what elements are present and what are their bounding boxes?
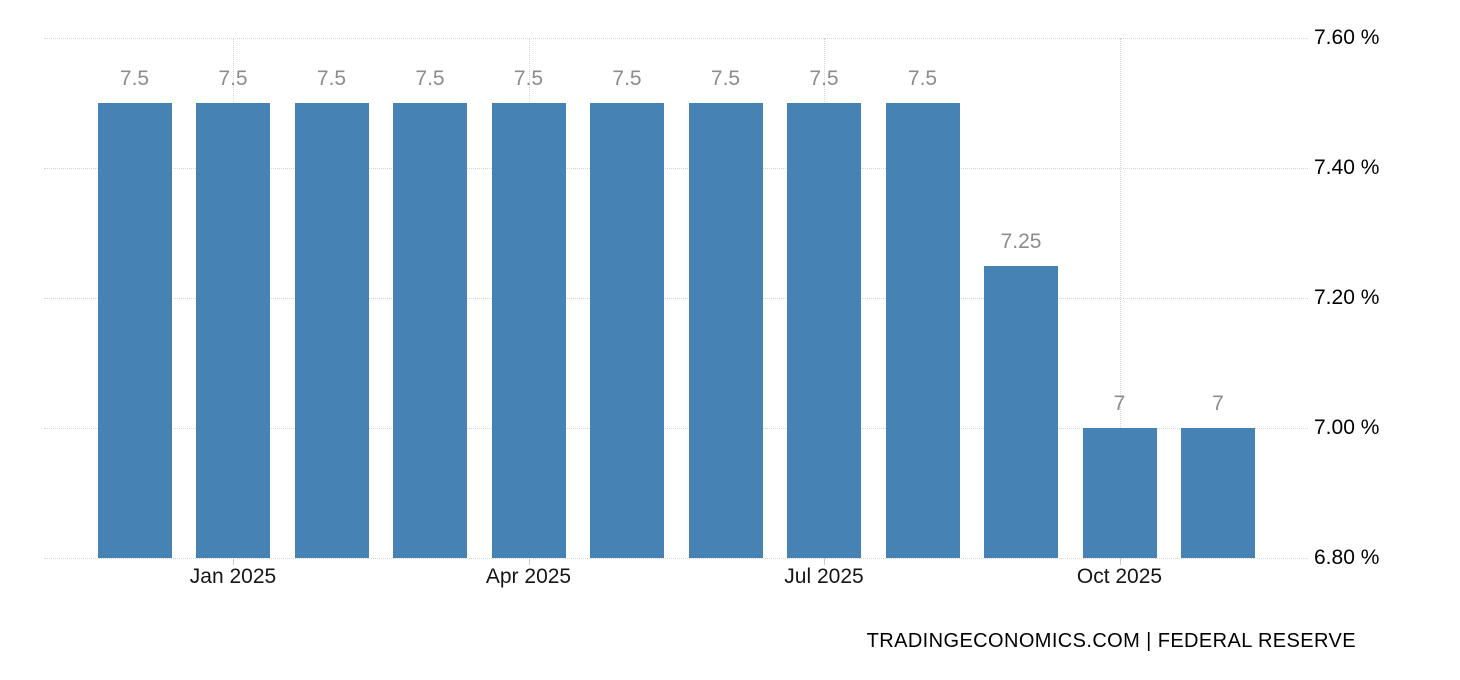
bar-value-label: 7.5 (513, 67, 544, 90)
x-axis-tick-label: Apr 2025 (485, 565, 572, 588)
y-axis-tick-label: 7.20 % (1314, 286, 1380, 309)
bar-month-10[interactable] (1082, 428, 1157, 558)
bar-value-label: 7.5 (907, 67, 938, 90)
y-gridline (44, 38, 1308, 39)
y-axis-tick-label: 6.80 % (1314, 546, 1380, 569)
x-axis-tick-label: Jan 2025 (189, 565, 277, 588)
y-gridline (44, 298, 1308, 299)
bar-value-label: 7.5 (119, 67, 150, 90)
bar-month-8[interactable] (885, 103, 960, 558)
bar-value-label: 7.5 (612, 67, 642, 90)
bar-month-5[interactable] (590, 103, 664, 558)
x-axis-tick-mark (233, 558, 234, 565)
bar-value-label: 7.5 (809, 67, 839, 90)
y-axis-tick-label: 7.00 % (1314, 416, 1380, 439)
x-axis-tick-mark (1119, 558, 1121, 565)
y-gridline (44, 558, 1308, 559)
bar-value-label: 7 (1212, 392, 1224, 415)
bar-value-label: 7.25 (1000, 229, 1042, 253)
bar-month-0[interactable] (97, 103, 172, 558)
bar-value-label: 7.5 (710, 67, 741, 90)
bar-month-2[interactable] (294, 103, 369, 558)
bar-month-11[interactable] (1181, 428, 1255, 558)
bar-month-6[interactable] (688, 103, 763, 558)
bar-value-label: 7.5 (218, 67, 248, 90)
x-axis-tick-mark (528, 558, 530, 565)
bar-value-label: 7 (1113, 392, 1126, 415)
bar-month-1[interactable] (196, 103, 270, 558)
source-attribution: TRADINGECONOMICS.COM | FEDERAL RESERVE (866, 630, 1356, 652)
bar-month-4[interactable] (491, 103, 566, 558)
bar-month-7[interactable] (787, 103, 861, 558)
x-gridline (1119, 38, 1121, 558)
bar-month-9[interactable] (984, 265, 1058, 558)
x-axis-tick-mark (824, 558, 825, 565)
bar-value-label: 7.5 (316, 67, 347, 90)
y-axis-tick-label: 7.60 % (1314, 26, 1380, 49)
bar-value-label: 7.5 (415, 67, 445, 90)
y-axis-tick-label: 7.40 % (1314, 156, 1380, 179)
y-gridline (44, 168, 1308, 169)
y-gridline (44, 428, 1308, 429)
bar-month-3[interactable] (393, 103, 467, 558)
x-axis-tick-label: Jul 2025 (784, 565, 864, 588)
x-axis-tick-label: Oct 2025 (1076, 565, 1163, 588)
